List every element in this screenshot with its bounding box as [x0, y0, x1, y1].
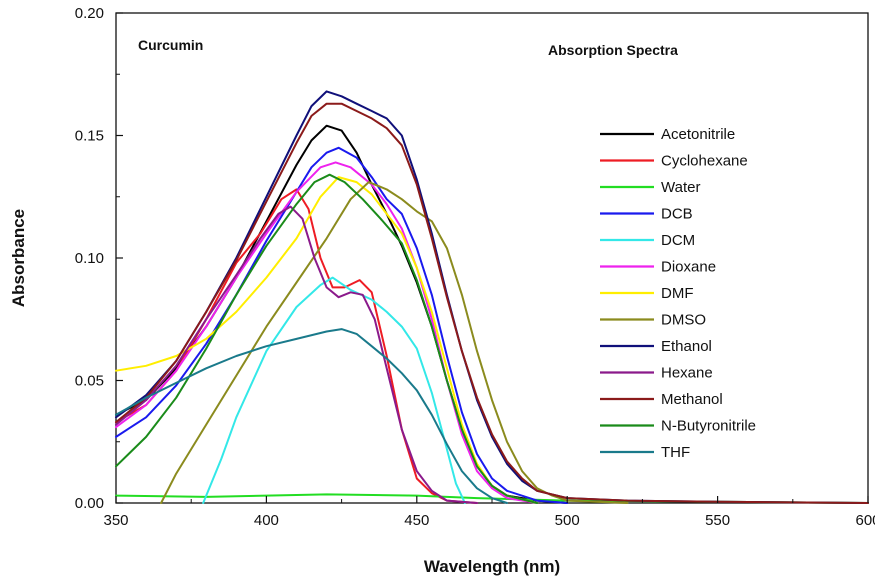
legend-label: DCB	[661, 206, 693, 223]
series-line-dioxane	[115, 161, 539, 504]
legend-label: Methanol	[661, 391, 723, 408]
series-line-methanol	[115, 102, 869, 504]
legend-label: DCM	[661, 232, 695, 249]
annotation-curcumin: Curcumin	[138, 37, 203, 53]
legend: Acetonitrile Cyclohexane Water DCB DCM Dioxan…	[600, 126, 756, 461]
y-tick-label: 0.10	[75, 250, 104, 267]
legend-label: Dioxane	[661, 259, 716, 276]
x-tick-label: 500	[555, 512, 580, 529]
annotation-absorption-spectra: Absorption Spectra	[548, 42, 678, 58]
series-line-dmso	[160, 181, 629, 504]
legend-label: Hexane	[661, 365, 713, 382]
legend-label: Acetonitrile	[661, 126, 735, 143]
legend-label: DMF	[661, 285, 694, 302]
legend-label: N-Butyronitrile	[661, 418, 756, 435]
x-axis-title: Wavelength (nm)	[424, 557, 560, 576]
legend-label: Ethanol	[661, 338, 712, 355]
series-line-thf	[115, 328, 508, 504]
y-axis-title: Absorbance	[9, 209, 28, 307]
y-axis: 0.00 0.05 0.10 0.15 0.20	[75, 5, 123, 512]
series-line-ethanol	[115, 90, 869, 504]
legend-label: DMSO	[661, 312, 706, 329]
series-line-n-butyronitrile	[115, 173, 539, 504]
x-tick-label: 400	[254, 512, 279, 529]
legend-label: Water	[661, 179, 700, 196]
y-tick-label: 0.05	[75, 373, 104, 390]
x-tick-label: 450	[404, 512, 429, 529]
series-line-hexane	[115, 205, 478, 504]
y-tick-label: 0.20	[75, 5, 104, 22]
x-axis: 350 400 450 500 550 600	[103, 496, 875, 529]
legend-label: Cyclohexane	[661, 153, 748, 170]
x-tick-label: 600	[855, 512, 875, 529]
series-layer	[115, 90, 869, 504]
y-tick-label: 0.00	[75, 495, 104, 512]
y-tick-label: 0.15	[75, 128, 104, 145]
x-tick-label: 550	[705, 512, 730, 529]
legend-label: THF	[661, 444, 690, 461]
x-tick-label: 350	[103, 512, 128, 529]
series-line-cyclohexane	[115, 188, 478, 504]
